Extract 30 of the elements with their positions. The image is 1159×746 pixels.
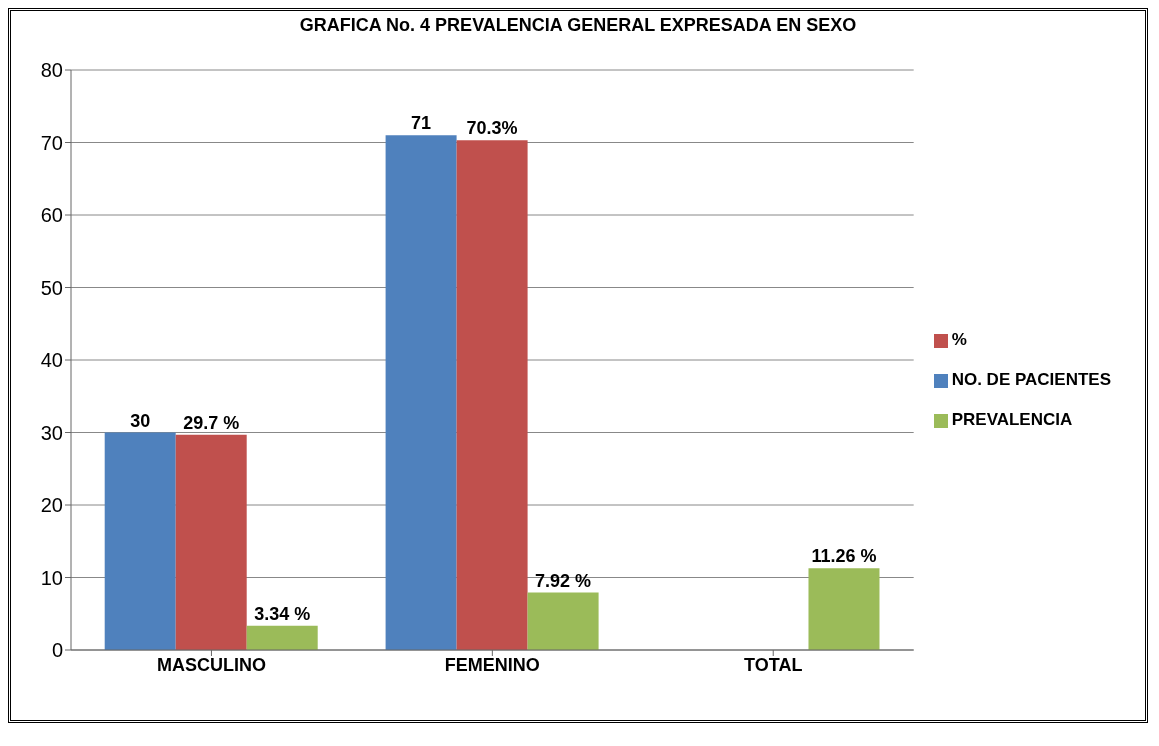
data-label: 70.3% bbox=[466, 118, 518, 139]
y-tick-label: 80 bbox=[40, 59, 63, 82]
x-tick-label: FEMENINO bbox=[444, 654, 540, 675]
legend-label: NO. DE PACIENTES bbox=[951, 370, 1111, 389]
y-tick-label: 20 bbox=[40, 494, 63, 517]
y-tick-label: 10 bbox=[40, 566, 63, 589]
y-tick-label: 70 bbox=[40, 131, 63, 154]
bar bbox=[246, 625, 318, 650]
data-label: 71 bbox=[411, 113, 432, 134]
bar bbox=[104, 432, 176, 650]
legend-label: PREVALENCIA bbox=[951, 410, 1073, 429]
y-tick-label: 50 bbox=[40, 276, 63, 299]
data-label: 30 bbox=[130, 410, 151, 431]
data-label: 11.26 % bbox=[811, 546, 877, 567]
bar bbox=[175, 434, 247, 650]
bar bbox=[527, 592, 599, 650]
bar bbox=[385, 135, 457, 650]
data-label: 3.34 % bbox=[254, 603, 311, 624]
data-label: 7.92 % bbox=[535, 570, 592, 591]
y-tick-label: 0 bbox=[51, 639, 63, 662]
bar bbox=[808, 568, 880, 650]
chart-title: GRAFICA No. 4 PREVALENCIA GENERAL EXPRESADA EN SEXO bbox=[298, 14, 858, 37]
x-tick-label: MASCULINO bbox=[156, 654, 266, 675]
legend-label: % bbox=[951, 330, 967, 349]
y-tick-label: 40 bbox=[40, 349, 63, 372]
y-tick-label: 60 bbox=[40, 204, 63, 227]
bar bbox=[456, 140, 528, 650]
y-tick-label: 30 bbox=[40, 421, 63, 444]
data-label: 29.7 % bbox=[183, 412, 240, 433]
x-tick-label: TOTAL bbox=[744, 654, 803, 675]
